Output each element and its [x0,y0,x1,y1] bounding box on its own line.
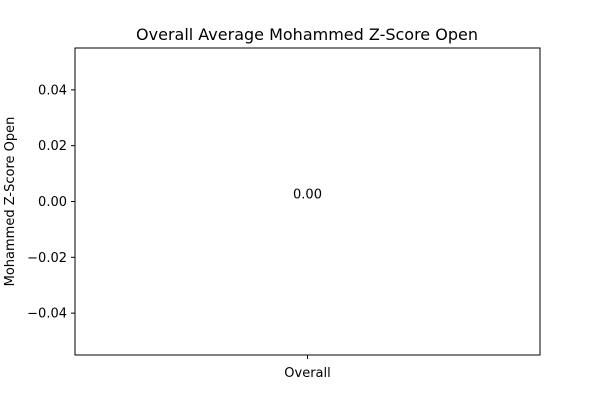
data-label: 0.00 [293,188,322,203]
plot-area-frame [74,47,541,356]
y-tick-label: −0.04 [27,307,67,322]
y-tick-label: 0.00 [38,195,67,210]
x-tick-label: Overall [284,366,330,381]
y-axis-ticks: −0.04 −0.02 0.00 0.02 0.04 [27,83,75,322]
y-axis-label: Mohammed Z-Score Open [3,117,18,287]
y-tick-label: −0.02 [27,251,67,266]
x-axis-ticks: Overall [284,355,331,381]
chart-title: Overall Average Mohammed Z-Score Open [136,25,478,44]
data-labels: 0.00 [293,188,322,203]
y-tick-label: 0.02 [38,139,67,154]
y-tick-label: 0.04 [38,83,67,98]
